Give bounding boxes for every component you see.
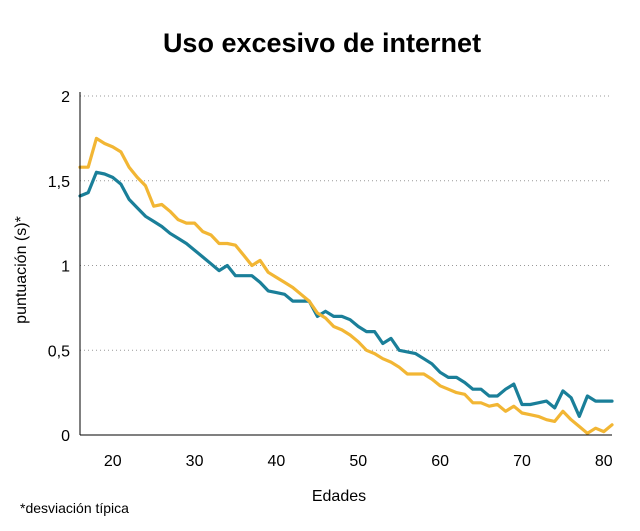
series-line-2 [78,136,614,435]
x-axis-label: Edades [312,488,366,505]
series-lines [78,136,614,435]
y-tick-label: 0,5 [48,343,70,360]
y-tick-label: 0 [61,428,70,445]
x-tick-label: 30 [186,453,204,470]
x-tick-label: 50 [349,453,367,470]
series-line-1 [78,170,614,418]
y-axis-ticks: 0 0,5 1 1,5 2 [48,89,70,445]
chart-title: Uso excesivo de internet [163,28,481,58]
x-tick-label: 20 [104,453,122,470]
y-tick-label: 1,5 [48,174,70,191]
x-axis-ticks: 20 30 40 50 60 70 80 [104,453,613,470]
gridlines [80,95,612,351]
x-tick-label: 80 [595,453,613,470]
x-tick-label: 70 [513,453,531,470]
y-tick-label: 2 [61,89,70,106]
y-tick-label: 1 [61,259,70,276]
x-tick-label: 60 [431,453,449,470]
footnote: *desviación típica [20,500,129,516]
y-axis-label: puntuación (s)* [13,216,30,324]
x-tick-label: 40 [268,453,286,470]
